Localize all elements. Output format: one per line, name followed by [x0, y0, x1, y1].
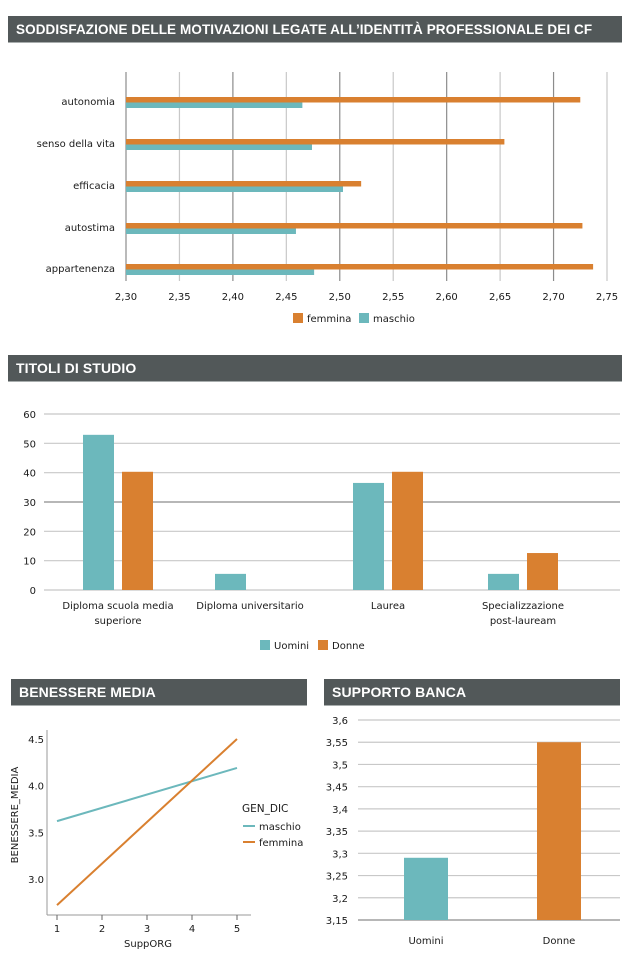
bar-Uomini	[488, 573, 519, 590]
legend-swatch-maschio	[359, 313, 369, 323]
y-tick-label: 3,6	[332, 716, 348, 727]
y-tick-label: 3.5	[28, 828, 44, 839]
category-label: Laurea	[371, 601, 405, 612]
category-label: autonomia	[61, 97, 115, 108]
x-tick-label: 4	[189, 924, 195, 935]
y-tick-label: 4.0	[28, 782, 44, 793]
legend-label-Donne: Donne	[332, 641, 365, 652]
header-motivazioni-title: Soddisfazione delle motivazioni legate a…	[16, 21, 593, 37]
x-tick-label: 2,45	[275, 292, 297, 303]
bar-donne	[537, 742, 581, 920]
x-tick-label: 2,40	[222, 292, 244, 303]
chart-titoli: 0 10 20 30 40 50 60 Diploma scuola media superio…	[23, 410, 620, 652]
header-titoli: Titoli di studio	[8, 355, 622, 382]
legend-label-femmina: femmina	[259, 838, 303, 849]
legend-label-maschio: maschio	[373, 314, 415, 325]
x-tick-label: 2,50	[329, 292, 351, 303]
bar-maschio	[126, 228, 296, 234]
line-maschio	[56, 766, 238, 823]
chart-motivazioni: 2,30 2,35 2,40 2,45 2,50 2,55 2,60 2,65 2,70 2,75…	[37, 72, 618, 325]
y-tick-label: 3,3	[332, 849, 348, 860]
category-label: Specializzazione	[482, 601, 564, 612]
bar-maschio	[126, 102, 303, 108]
header-supporto-title: Supporto banca	[332, 684, 467, 700]
category-label: appartenenza	[46, 264, 115, 275]
category-label: efficacia	[73, 181, 115, 192]
legend-label-Uomini: Uomini	[274, 641, 309, 652]
category-label: Diploma scuola media	[62, 601, 173, 612]
header-supporto: Supporto banca	[324, 679, 620, 706]
x-tick-label: 2,65	[489, 292, 511, 303]
y-tick-label: 20	[23, 527, 36, 538]
y-axis-title: BENESSERE_MEDIA	[10, 766, 21, 863]
bar-femmina	[126, 97, 581, 103]
y-tick-label: 40	[23, 469, 36, 480]
bar-maschio	[126, 269, 315, 275]
category-label: senso della vita	[37, 139, 115, 150]
y-tick-label: 3,5	[332, 760, 348, 771]
x-tick-label: 2,75	[596, 292, 618, 303]
y-tick-label: 60	[23, 410, 36, 421]
header-titoli-title: Titoli di studio	[16, 360, 137, 376]
header-motivazioni: Soddisfazione delle motivazioni legate a…	[8, 16, 622, 43]
bar-femmina	[126, 139, 505, 145]
y-tick-label: 3,2	[332, 894, 348, 905]
bar-femmina	[126, 264, 594, 270]
x-tick-label: 2,55	[382, 292, 404, 303]
header-benessere-title: Benessere media	[19, 684, 156, 700]
legend-label-femmina: femmina	[307, 314, 351, 325]
y-tick-label: 3.0	[28, 875, 44, 886]
y-tick-label: 3,35	[326, 827, 348, 838]
legend-swatch-femmina	[293, 313, 303, 323]
bar-Donne	[392, 471, 423, 590]
x-tick-label: 2,70	[542, 292, 564, 303]
x-tick-label: 2	[99, 924, 105, 935]
line-femmina	[56, 738, 238, 906]
x-tick-label: 2,60	[436, 292, 458, 303]
chart-supporto: 3,15 3,2 3,25 3,3 3,35 3,4 3,45 3,5 3,55 3,6 Uomin…	[326, 716, 620, 947]
legend-swatch-Uomini	[260, 640, 270, 650]
bar-femmina	[126, 223, 583, 229]
category-label: Diploma universitario	[196, 601, 303, 612]
y-tick-label: 30	[23, 498, 36, 509]
category-label: post-lauream	[490, 616, 556, 627]
bar-maschio	[126, 144, 312, 150]
x-tick-label: 2,35	[168, 292, 190, 303]
category-label: Uomini	[408, 936, 443, 947]
legend-swatch-Donne	[318, 640, 328, 650]
x-axis-title: SuppORG	[124, 939, 172, 950]
x-tick-label: 5	[234, 924, 240, 935]
y-tick-label: 3,15	[326, 916, 348, 927]
bar-femmina	[126, 181, 362, 187]
y-tick-label: 3,4	[332, 805, 348, 816]
y-tick-label: 4.5	[28, 735, 44, 746]
legend-label-maschio: maschio	[259, 822, 301, 833]
category-label: autostima	[65, 223, 115, 234]
bar-Uomini	[83, 434, 114, 590]
y-tick-label: 10	[23, 557, 36, 568]
bar-Uomini	[215, 573, 246, 590]
x-tick-label: 1	[54, 924, 60, 935]
y-tick-label: 50	[23, 439, 36, 450]
bar-Donne	[122, 471, 153, 590]
y-tick-label: 3,45	[326, 783, 348, 794]
legend-title: GEN_DIC	[242, 803, 288, 815]
header-benessere: Benessere media	[11, 679, 307, 706]
y-tick-label: 0	[30, 586, 36, 597]
x-tick-label: 3	[144, 924, 150, 935]
bar-Uomini	[353, 482, 384, 590]
y-tick-label: 3,25	[326, 872, 348, 883]
y-tick-label: 3,55	[326, 738, 348, 749]
x-tick-label: 2,30	[115, 292, 137, 303]
bar-Donne	[527, 553, 558, 590]
bar-uomini	[404, 857, 448, 920]
category-label: superiore	[94, 616, 141, 627]
category-label: Donne	[543, 936, 576, 947]
bar-maschio	[126, 186, 343, 192]
chart-benessere: 1 2 3 4 5 3.0 3.5 4.0 4.5 SuppORG BENESSERE_MEDIA G…	[10, 730, 303, 950]
